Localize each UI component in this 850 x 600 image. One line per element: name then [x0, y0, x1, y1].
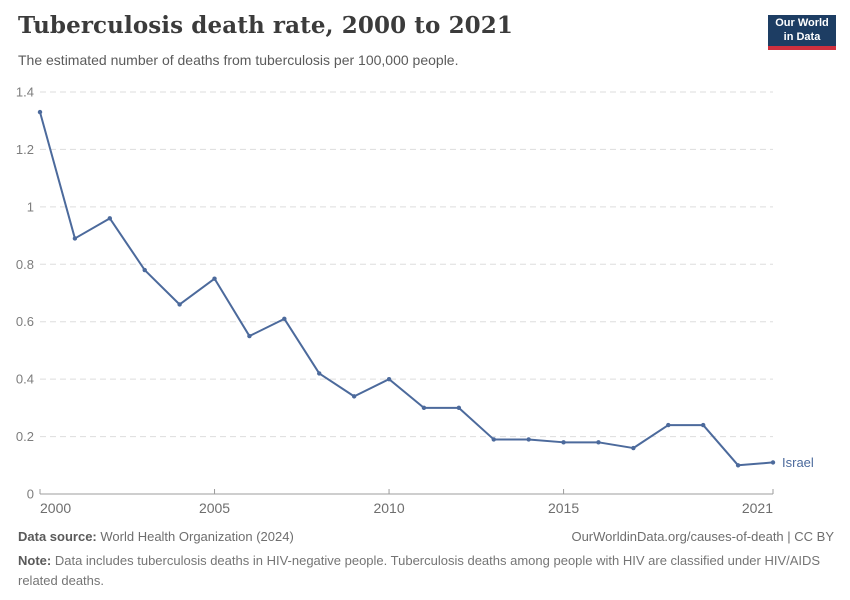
data-source-label: Data source: — [18, 529, 97, 544]
data-point[interactable] — [735, 463, 741, 468]
data-point[interactable] — [142, 267, 147, 273]
y-axis-tick-label: 0.6 — [16, 314, 34, 329]
y-axis-tick-label: 0.2 — [16, 429, 34, 444]
owid-logo[interactable]: Our World in Data — [768, 15, 836, 50]
y-axis-tick-label: 1.2 — [16, 142, 34, 157]
note-label: Note: — [18, 553, 52, 568]
series-line[interactable] — [39, 111, 774, 467]
data-source: Data source: World Health Organization (… — [18, 529, 294, 544]
data-point[interactable] — [770, 460, 776, 465]
y-axis-tick-label: 0 — [27, 487, 34, 502]
data-source-value: World Health Organization (2024) — [100, 529, 294, 544]
data-point[interactable] — [72, 236, 78, 241]
x-axis-tick-label: 2000 — [40, 500, 71, 516]
x-axis-tick-label: 2005 — [199, 500, 230, 516]
data-point[interactable] — [177, 302, 182, 307]
data-point[interactable] — [700, 422, 706, 428]
series-label[interactable]: Israel — [782, 455, 814, 470]
data-point[interactable] — [561, 440, 566, 445]
y-axis-tick-label: 0.8 — [16, 257, 34, 272]
chart-subtitle: The estimated number of deaths from tube… — [18, 52, 459, 68]
data-point[interactable] — [456, 405, 462, 411]
x-axis-tick-label: 2010 — [373, 500, 404, 516]
chart-note: Note: Data includes tuberculosis deaths … — [18, 551, 828, 590]
y-axis-tick-label: 1.4 — [16, 85, 34, 100]
note-text: Data includes tuberculosis deaths in HIV… — [18, 553, 821, 588]
data-point[interactable] — [386, 376, 392, 382]
y-axis-tick-label: 0.4 — [16, 372, 34, 387]
y-axis-tick-label: 1 — [27, 199, 34, 214]
data-point[interactable] — [37, 109, 43, 115]
attribution-link[interactable]: OurWorldinData.org/causes-of-death | CC … — [571, 529, 834, 544]
data-point[interactable] — [282, 316, 287, 322]
data-point[interactable] — [631, 445, 636, 451]
data-point[interactable] — [351, 394, 357, 399]
chart-footer: Data source: World Health Organization (… — [18, 529, 834, 544]
owid-logo-line1: Our World — [775, 16, 829, 29]
data-point[interactable] — [247, 333, 252, 339]
data-point[interactable] — [317, 371, 322, 376]
data-point[interactable] — [666, 422, 671, 428]
owid-logo-line2: in Data — [783, 30, 821, 43]
chart-title: Tuberculosis death rate, 2000 to 2021 — [18, 12, 513, 39]
data-point[interactable] — [212, 276, 217, 281]
x-axis-tick-label: 2021 — [742, 500, 773, 516]
data-point[interactable] — [107, 216, 113, 221]
data-point[interactable] — [491, 437, 496, 442]
data-point[interactable] — [526, 437, 531, 442]
data-point[interactable] — [596, 440, 601, 445]
data-point[interactable] — [421, 405, 427, 411]
x-axis-tick-label: 2015 — [548, 500, 579, 516]
